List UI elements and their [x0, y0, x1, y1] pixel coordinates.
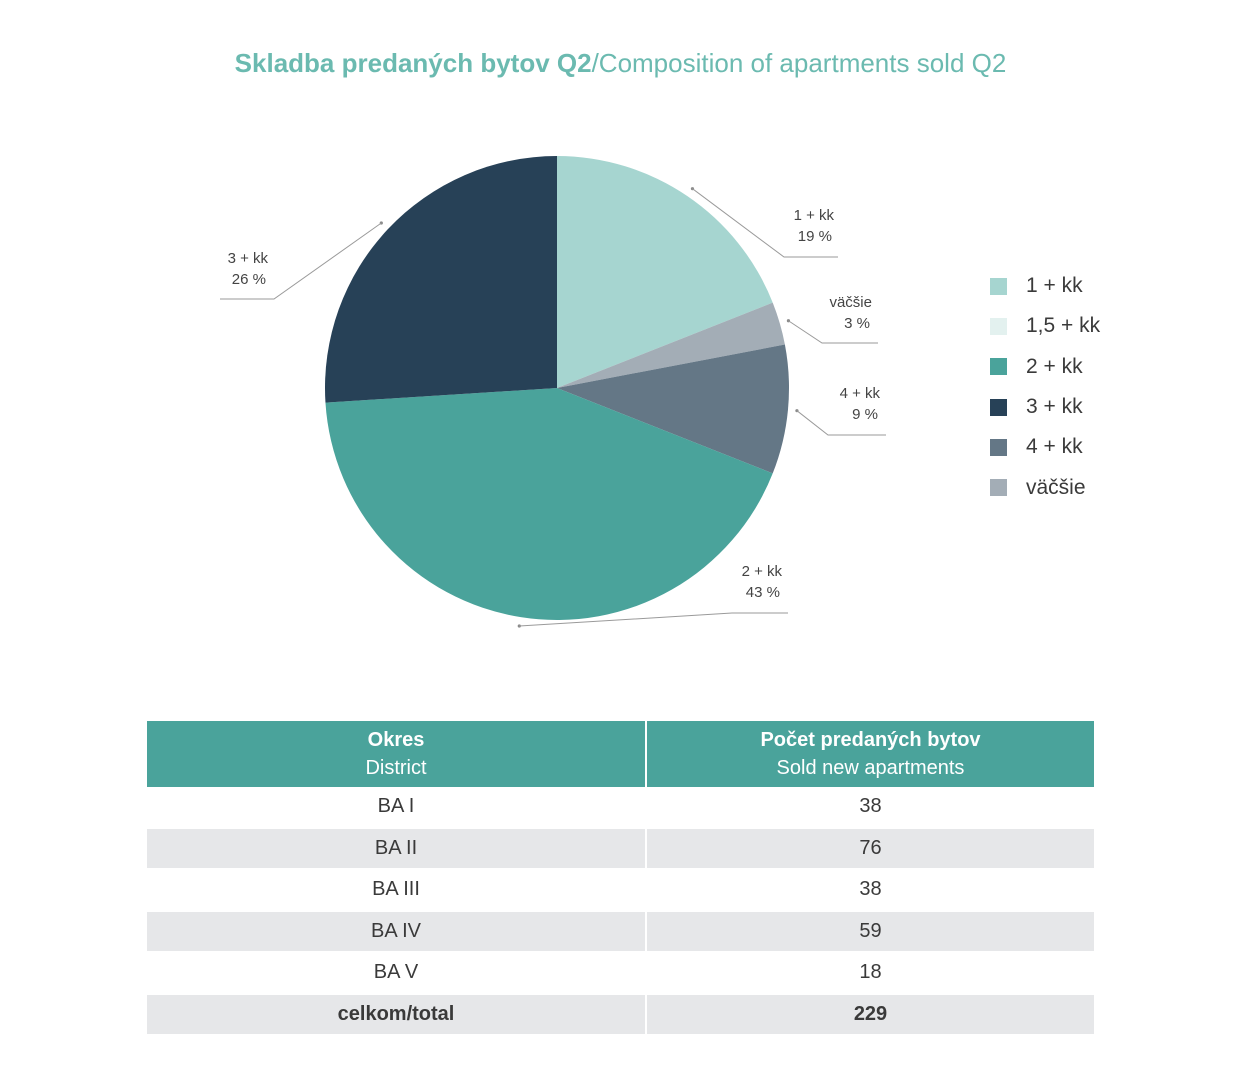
table-row: BA III 38 — [147, 869, 1094, 912]
district-cell: BA II — [147, 827, 646, 870]
slice-value-label: 43 % — [746, 584, 780, 601]
pie-chart: 1 + kk 19 % väčšie 3 % 4 + kk 9 % 2 + kk 43 % 3 … — [220, 156, 886, 628]
pie-slice-3-kk — [325, 156, 557, 403]
table-header-row: Okres District Počet predaných bytov Sol… — [147, 721, 1094, 787]
legend-swatch — [990, 398, 1007, 416]
legend-label: 4 + kk — [1026, 435, 1083, 459]
table-row: BA V 18 — [147, 952, 1094, 995]
legend-item: 1 + kk — [990, 266, 1100, 306]
slice-value-label: 9 % — [852, 406, 878, 423]
legend-label: väčšie — [1026, 475, 1086, 499]
legend-item: väčšie — [990, 467, 1100, 507]
chart-title-bold: Skladba predaných bytov Q2 — [234, 48, 592, 78]
chart-title-rest: /Composition of apartments sold Q2 — [591, 48, 1007, 78]
district-cell: BA I — [147, 787, 646, 829]
header-sold: Počet predaných bytov Sold new apartment… — [645, 721, 1094, 787]
table-row: BA II 76 — [147, 827, 1094, 870]
legend-item: 2 + kk — [990, 347, 1100, 387]
chart-legend: 1 + kk 1,5 + kk 2 + kk 3 + kk 4 + kk väčšie — [990, 266, 1100, 508]
header-district-sub: District — [365, 757, 427, 779]
slice-value-label: 26 % — [232, 271, 266, 288]
slice-category-label: 1 + kk — [794, 207, 835, 224]
callout-line — [796, 410, 886, 436]
legend-label: 1 + kk — [1026, 274, 1083, 298]
header-district: Okres District — [147, 721, 646, 787]
total-label-cell: celkom/total — [147, 993, 646, 1036]
slice-category-label: väčšie — [829, 294, 872, 311]
sold-cell: 18 — [645, 952, 1094, 995]
legend-label: 3 + kk — [1026, 395, 1083, 419]
pie-slice-4-kk — [557, 344, 789, 474]
callout-line — [220, 222, 382, 300]
sold-cell: 38 — [645, 869, 1094, 912]
legend-item: 3 + kk — [990, 387, 1100, 427]
table-row: BA I 38 — [147, 787, 1094, 829]
sold-cell: 59 — [645, 910, 1094, 953]
legend-swatch — [990, 438, 1007, 456]
slice-category-label: 2 + kk — [742, 563, 783, 580]
header-district-main: Okres — [367, 729, 425, 751]
slice-value-label: 19 % — [798, 228, 832, 245]
pie-slice-1-kk — [557, 156, 773, 388]
district-table: Okres District Počet predaných bytov Sol… — [147, 721, 1094, 1036]
slice-category-label: 4 + kk — [840, 385, 881, 402]
total-value-cell: 229 — [645, 993, 1094, 1036]
legend-label: 1,5 + kk — [1026, 314, 1101, 338]
pie-slice-v-ie — [557, 302, 785, 388]
table-row: BA IV 59 — [147, 910, 1094, 953]
callout-line — [519, 612, 788, 627]
slice-category-label: 3 + kk — [228, 250, 269, 267]
district-cell: BA V — [147, 952, 646, 995]
table-total-row: celkom/total 229 — [147, 993, 1094, 1036]
sold-cell: 38 — [645, 787, 1094, 829]
district-cell: BA IV — [147, 910, 646, 953]
callout-line — [692, 188, 838, 258]
callout-dot — [517, 624, 521, 628]
legend-swatch — [990, 317, 1007, 335]
pie-callouts: 1 + kk 19 % väčšie 3 % 4 + kk 9 % 2 + kk 43 % 3 … — [220, 187, 886, 628]
chart-title: Skladba predaných bytov Q2/Composition o… — [0, 48, 1241, 79]
header-sold-main: Počet predaných bytov — [760, 729, 981, 751]
header-sold-sub: Sold new apartments — [776, 757, 965, 779]
sold-cell: 76 — [645, 827, 1094, 870]
pie-slice-2-kk — [325, 388, 773, 620]
legend-item: 4 + kk — [990, 427, 1100, 467]
legend-swatch — [990, 479, 1007, 497]
slice-value-label: 3 % — [844, 315, 870, 332]
legend-label: 2 + kk — [1026, 354, 1083, 378]
district-cell: BA III — [147, 869, 646, 912]
legend-swatch — [990, 277, 1007, 295]
callout-line — [788, 320, 878, 344]
legend-swatch — [990, 358, 1007, 376]
legend-item: 1,5 + kk — [990, 306, 1100, 346]
pie-slices — [325, 156, 789, 620]
